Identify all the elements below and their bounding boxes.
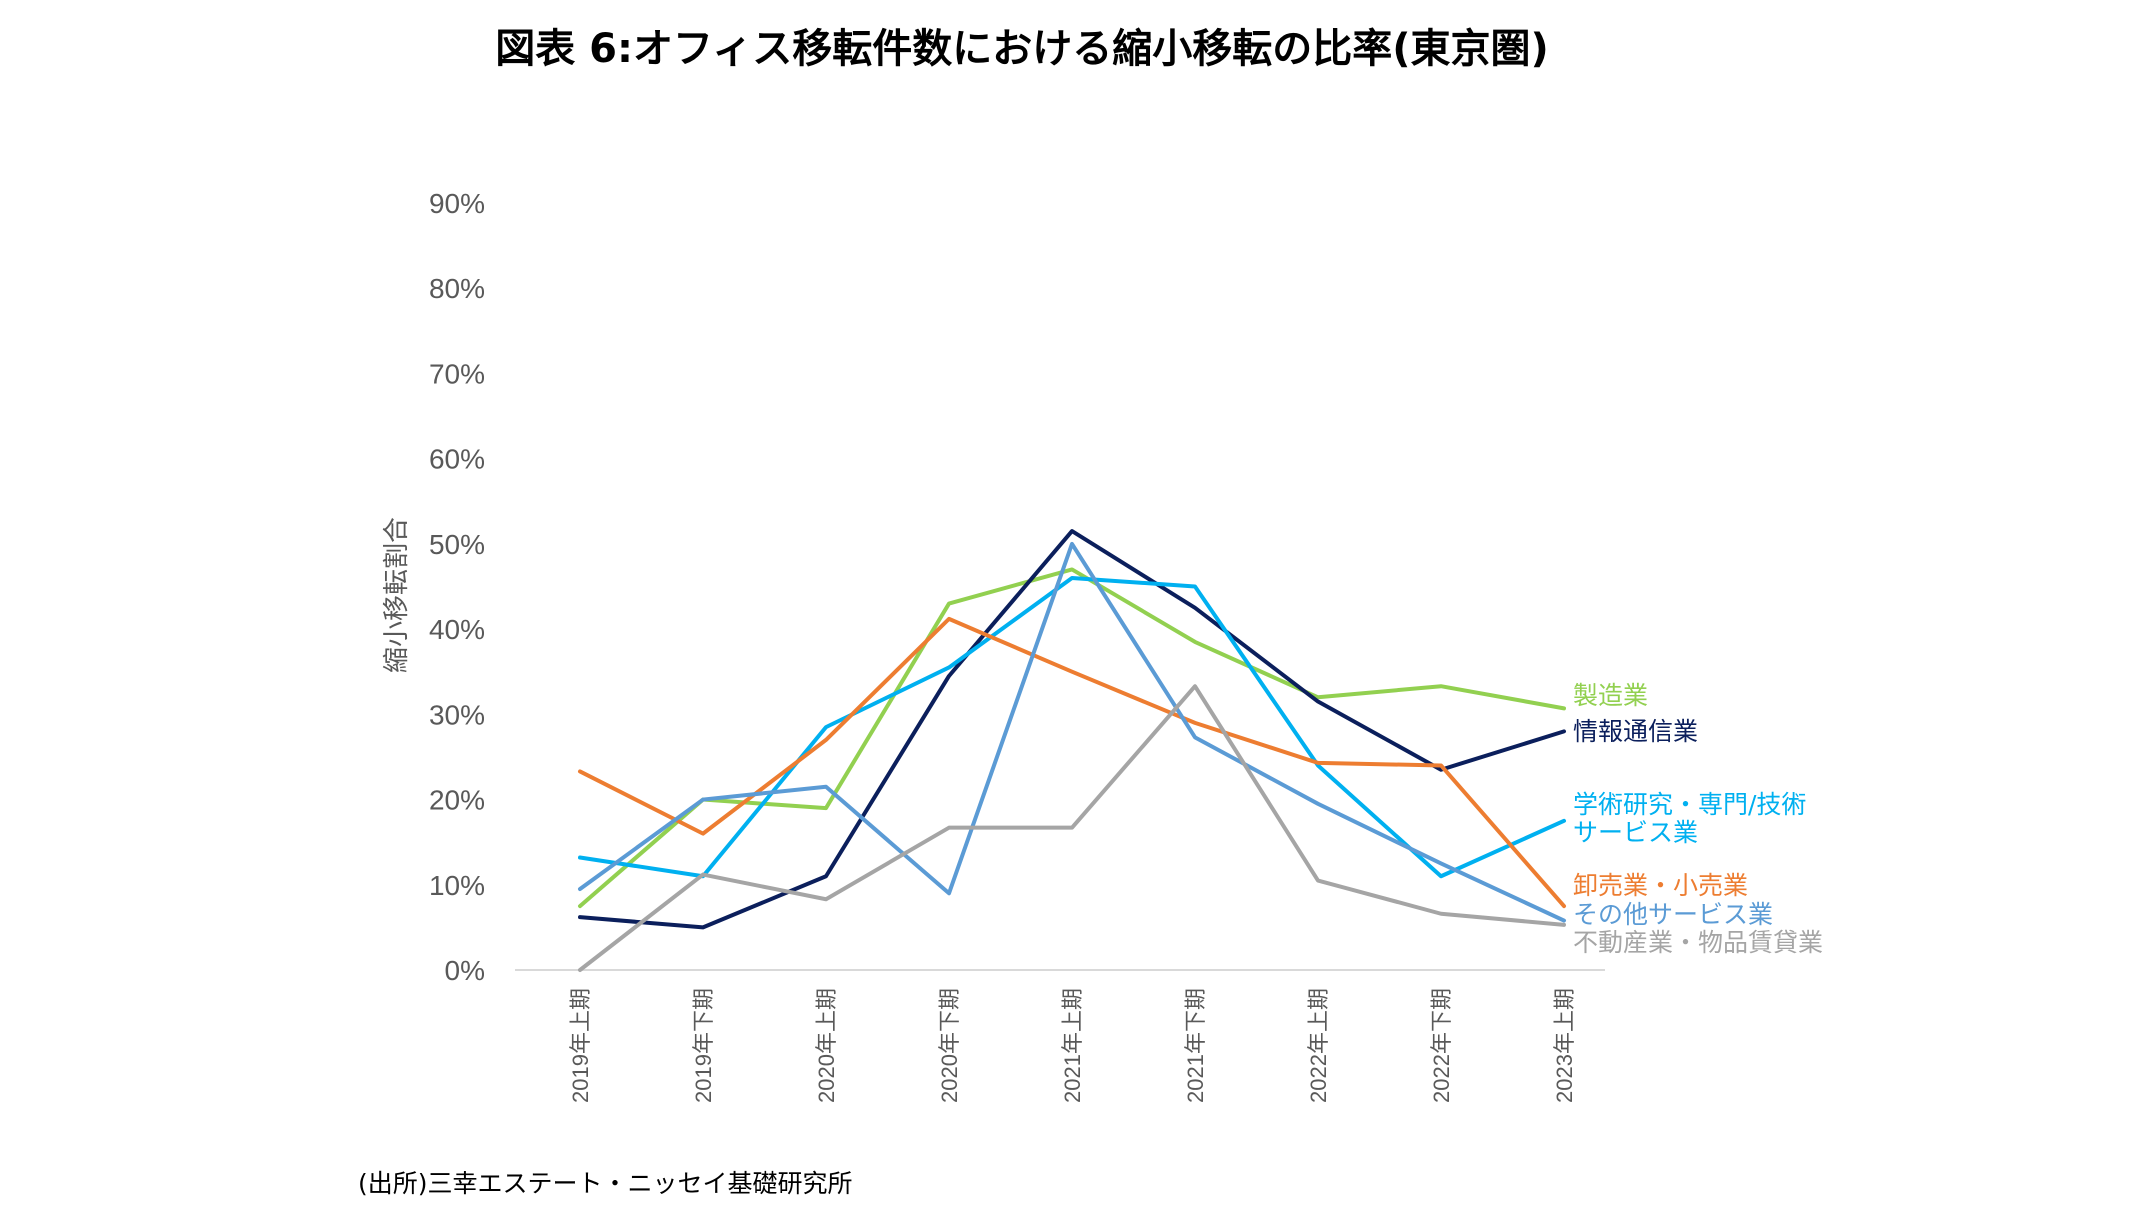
y-tick-label: 10%	[429, 870, 485, 901]
y-tick-label: 80%	[429, 273, 485, 304]
y-tick-label: 20%	[429, 785, 485, 816]
x-tick-label: 2022年下期	[1429, 988, 1454, 1103]
y-tick-label: 70%	[429, 358, 485, 389]
x-tick-label: 2021年下期	[1183, 988, 1208, 1103]
series-label: 不動産業・物品賃貸業	[1573, 928, 1823, 957]
y-tick-label: 0%	[445, 955, 485, 986]
y-tick-label: 30%	[429, 699, 485, 730]
series-labels: 製造業情報通信業学術研究・専門/技術サービス業卸売業・小売業その他サービス業不動…	[1573, 681, 1823, 957]
series-lines	[578, 529, 1566, 972]
y-tick-label: 50%	[429, 529, 485, 560]
y-tick-label: 90%	[429, 188, 485, 219]
series-label: 製造業	[1573, 681, 1648, 710]
y-tick-label: 60%	[429, 444, 485, 475]
x-tick-label: 2021年上期	[1060, 988, 1085, 1103]
y-axis-label-group: 縮小移転割合	[382, 517, 412, 673]
x-tick-label: 2019年下期	[691, 988, 716, 1103]
series-label: 卸売業・小売業	[1573, 871, 1748, 900]
x-tick-label: 2023年上期	[1552, 988, 1577, 1103]
series-label: サービス業	[1573, 818, 1698, 847]
x-tick-label: 2020年下期	[937, 988, 962, 1103]
source-note: (出所)三幸エステート・ニッセイ基礎研究所	[358, 1169, 853, 1198]
series-label: 学術研究・専門/技術	[1573, 790, 1806, 819]
x-tick-label: 2020年上期	[814, 988, 839, 1103]
y-axis-ticks: 0% 10% 20% 30% 40% 50% 60% 70% 80% 90%	[429, 188, 485, 986]
y-axis-label: 縮小移転割合	[382, 517, 412, 673]
series-label: その他サービス業	[1573, 900, 1773, 929]
y-tick-label: 40%	[429, 614, 485, 645]
x-tick-label: 2022年上期	[1306, 988, 1331, 1103]
series-label: 情報通信業	[1573, 717, 1698, 746]
chart-title: 図表 6:オフィス移転件数における縮小移転の比率(東京圏)	[495, 26, 1549, 72]
x-axis-ticks: 2019年上期 2019年下期 2020年上期 2020年下期 2021年上期 2021年…	[568, 988, 1577, 1103]
x-tick-label: 2019年上期	[568, 988, 593, 1103]
